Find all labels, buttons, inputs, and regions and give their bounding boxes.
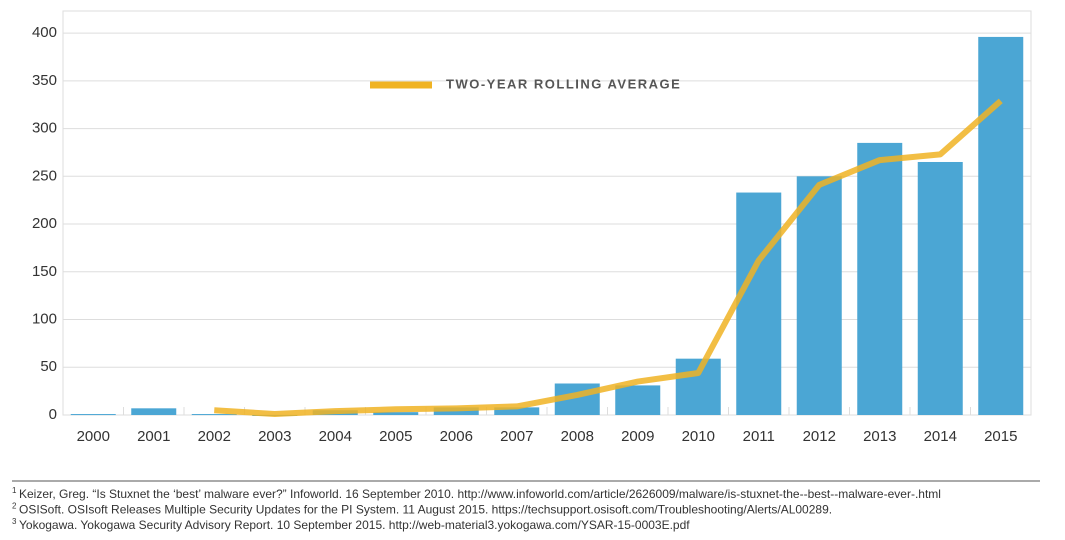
y-tick-label: 250 — [32, 167, 57, 184]
footnote: Keizer, Greg. “Is Stuxnet the ‘best’ mal… — [19, 487, 941, 501]
bar — [131, 408, 177, 415]
x-tick-label: 2014 — [924, 428, 957, 445]
y-tick-label: 400 — [32, 24, 57, 41]
x-tick-label: 2006 — [440, 428, 473, 445]
bar — [70, 414, 116, 416]
legend-label: TWO-YEAR ROLLING AVERAGE — [446, 76, 681, 91]
footnote-marker: 3 — [12, 517, 17, 526]
x-tick-label: 2009 — [621, 428, 654, 445]
x-tick-label: 2005 — [379, 428, 412, 445]
x-tick-label: 2008 — [561, 428, 594, 445]
bar — [978, 36, 1024, 416]
footnote-marker: 1 — [12, 486, 17, 495]
y-tick-label: 0 — [49, 406, 57, 423]
x-tick-label: 2010 — [682, 428, 715, 445]
bar — [917, 161, 963, 415]
x-tick-label: 2012 — [803, 428, 836, 445]
x-tick-label: 2004 — [319, 428, 352, 445]
footnote-marker: 2 — [12, 502, 17, 511]
y-tick-label: 100 — [32, 310, 57, 327]
bar — [857, 142, 903, 415]
y-tick-label: 300 — [32, 120, 57, 137]
x-tick-label: 2013 — [863, 428, 896, 445]
x-tick-label: 2003 — [258, 428, 291, 445]
x-tick-label: 2011 — [743, 428, 775, 445]
bar — [373, 412, 419, 415]
x-tick-label: 2002 — [198, 428, 231, 445]
y-tick-label: 50 — [40, 358, 57, 375]
bar — [796, 176, 842, 415]
y-tick-label: 200 — [32, 215, 57, 232]
footnote: Yokogawa. Yokogawa Security Advisory Rep… — [19, 518, 690, 532]
line — [214, 98, 1003, 418]
x-tick-label: 2000 — [77, 428, 110, 445]
x-tick-label: 2001 — [137, 428, 170, 445]
footnote: OSISoft. OSIsoft Releases Multiple Secur… — [19, 503, 832, 517]
y-tick-label: 350 — [32, 72, 57, 89]
x-tick-label: 2007 — [500, 428, 533, 445]
bar — [736, 192, 782, 415]
bar — [191, 414, 237, 416]
x-tick-label: 2015 — [984, 428, 1017, 445]
bar — [615, 385, 661, 415]
bar — [494, 407, 540, 415]
y-tick-label: 150 — [32, 263, 57, 280]
